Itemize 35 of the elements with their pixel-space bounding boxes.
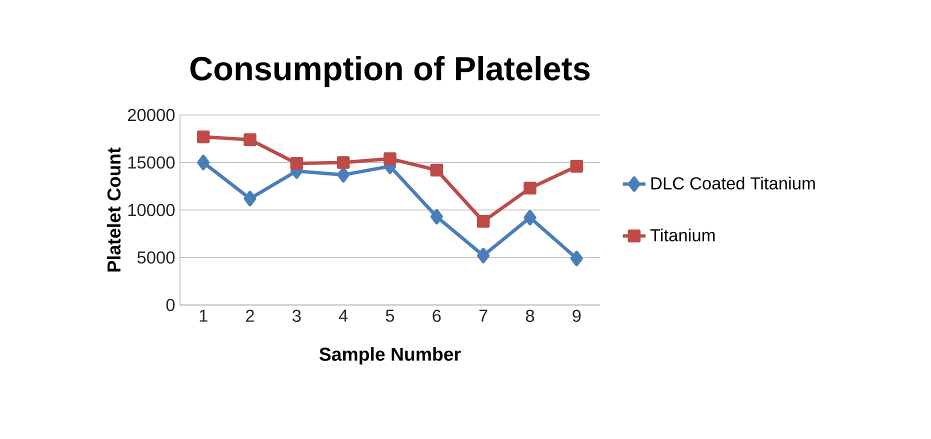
x-tick-label: 3 [292,310,301,322]
point [524,210,536,226]
point [244,133,256,146]
x-tick-label: 9 [572,310,581,322]
x-tick-label: 4 [338,310,348,322]
point [430,164,444,176]
point [476,214,490,228]
x-tick-label: 6 [432,310,441,322]
legend-label: DLC Coated Titanium [651,176,815,190]
x-tick-label: 2 [246,310,254,322]
y-tick-label: 5000 [137,251,175,264]
point [197,154,210,170]
chart-title: Consumption of Platelets [190,56,590,88]
point [196,130,210,144]
x-tick-label: 8 [526,310,534,322]
y-tick-label: 15000 [128,156,175,169]
point [384,152,396,166]
point [570,160,584,173]
point [524,182,536,195]
point [477,248,490,264]
x-tick-label: 7 [479,310,488,322]
y-axis-title: Platelet Count [106,148,121,272]
point [336,156,350,169]
x-tick-label: 1 [200,310,208,322]
x-tick-label: 5 [386,310,394,322]
y-tick-label: 20000 [128,108,175,122]
y-tick-label: 10000 [128,204,175,216]
point [337,167,350,183]
x-axis-title: Sample Number [319,347,461,365]
y-tick-label: 0 [166,298,175,312]
point [290,157,304,170]
point [570,250,583,266]
point [244,190,256,206]
point [430,208,443,224]
legend-label: Titanium [650,228,715,242]
